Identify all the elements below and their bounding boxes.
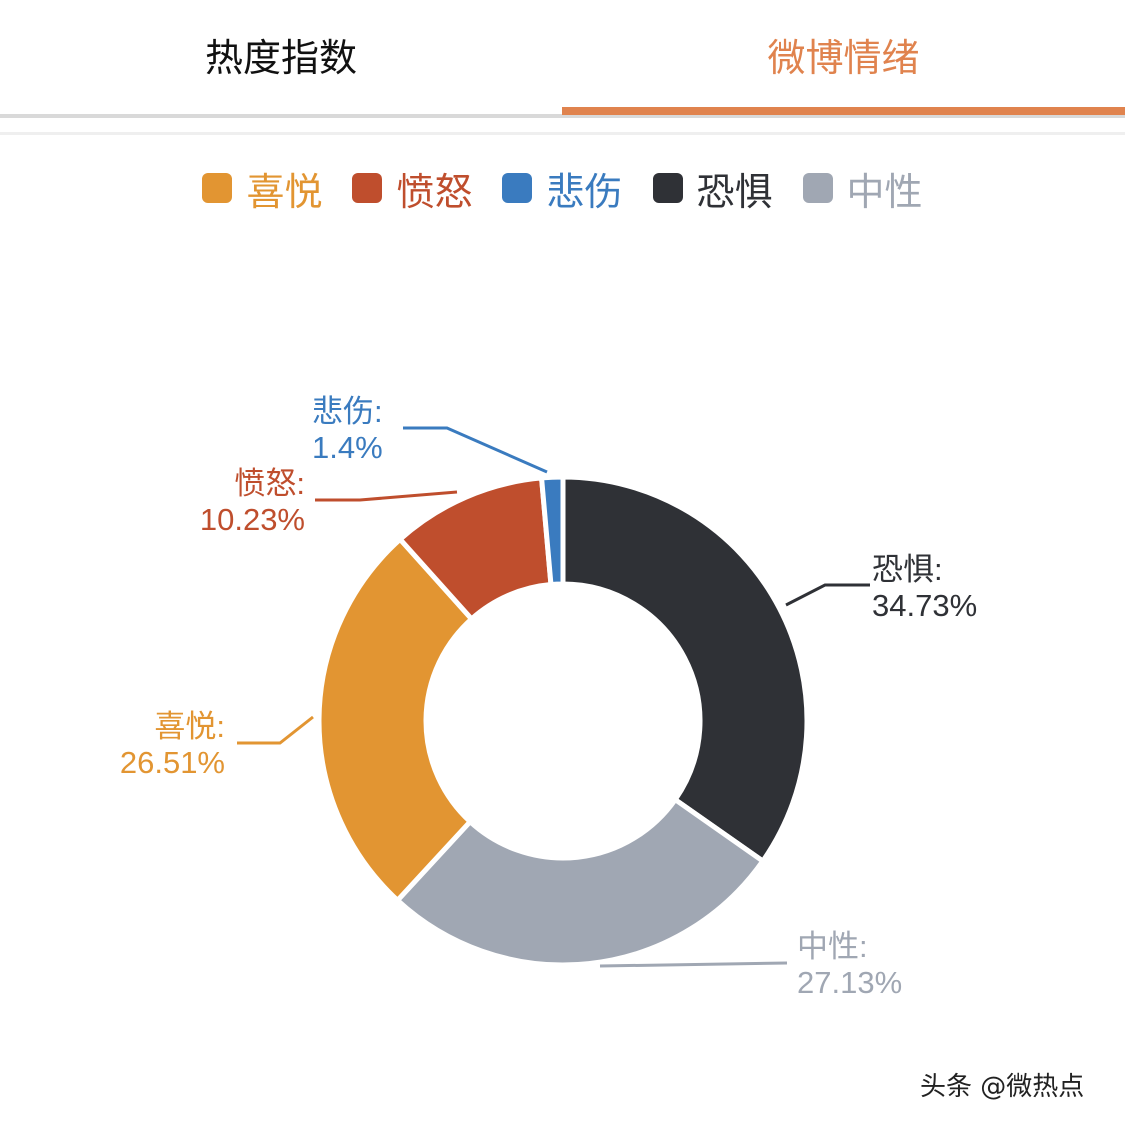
section-divider — [0, 132, 1125, 135]
tab-weibo-emotion[interactable]: 微博情绪 — [562, 0, 1125, 108]
active-tab-indicator — [562, 107, 1125, 115]
leader-line-joy — [237, 715, 314, 745]
data-label-name: 愤怒: — [234, 466, 305, 501]
legend-item-anger[interactable]: 愤怒 — [352, 161, 472, 216]
data-label-anger: 愤怒: 10.23% — [150, 466, 305, 538]
donut-slice-joy[interactable] — [316, 535, 476, 904]
leader-line-neutral — [599, 961, 788, 968]
donut-slices — [316, 474, 810, 968]
data-label-value: 34.73% — [872, 588, 978, 623]
watermark: 头条 @微热点 — [920, 1072, 1085, 1102]
donut-slice-fear[interactable] — [560, 474, 810, 865]
legend-swatch-icon — [352, 173, 383, 203]
legend-label: 中性 — [846, 169, 923, 214]
legend-swatch-icon — [502, 173, 533, 203]
data-label-sadness: 悲伤: 1.4% — [312, 394, 383, 466]
legend-item-sadness[interactable]: 悲伤 — [502, 161, 623, 216]
leader-line-sadness — [403, 426, 548, 474]
legend-item-joy[interactable]: 喜悦 — [202, 161, 322, 216]
leader-line-anger — [315, 490, 458, 502]
data-label-value: 27.13% — [797, 965, 903, 1000]
legend-label: 愤怒 — [396, 169, 473, 214]
legend-swatch-icon — [652, 173, 683, 203]
data-label-value: 10.23% — [199, 502, 305, 537]
data-label-neutral: 中性: 27.13% — [797, 929, 902, 1001]
data-label-name: 中性: — [797, 929, 868, 964]
legend-swatch-icon — [802, 173, 833, 203]
tab-heat-index-label: 热度指数 — [204, 35, 357, 80]
legend-item-neutral[interactable]: 中性 — [802, 161, 923, 216]
data-label-name: 恐惧: — [872, 552, 943, 587]
label-leader-lines — [237, 426, 870, 968]
donut-slice-neutral[interactable] — [394, 796, 767, 968]
tab-weibo-emotion-label: 微博情绪 — [767, 35, 920, 80]
tab-bar: 热度指数 微博情绪 — [0, 0, 1125, 118]
data-label-value: 26.51% — [119, 745, 225, 780]
legend-swatch-icon — [202, 173, 233, 203]
leader-line-fear — [785, 583, 870, 607]
data-label-value: 1.4% — [312, 430, 383, 465]
data-label-fear: 恐惧: 34.73% — [872, 552, 977, 624]
legend-item-fear[interactable]: 恐惧 — [652, 161, 773, 216]
legend-label: 悲伤 — [546, 169, 623, 214]
chart-legend: 喜悦 愤怒 悲伤 恐惧 中性 — [0, 160, 1125, 216]
donut-slice-sadness[interactable] — [538, 474, 566, 588]
data-label-name: 悲伤: — [312, 394, 383, 429]
legend-label: 喜悦 — [246, 169, 323, 214]
data-label-joy: 喜悦: 26.51% — [70, 709, 225, 781]
tab-heat-index[interactable]: 热度指数 — [0, 0, 562, 108]
data-label-name: 喜悦: — [154, 709, 225, 744]
tab-underline — [0, 114, 1125, 118]
legend-label: 恐惧 — [696, 169, 773, 214]
